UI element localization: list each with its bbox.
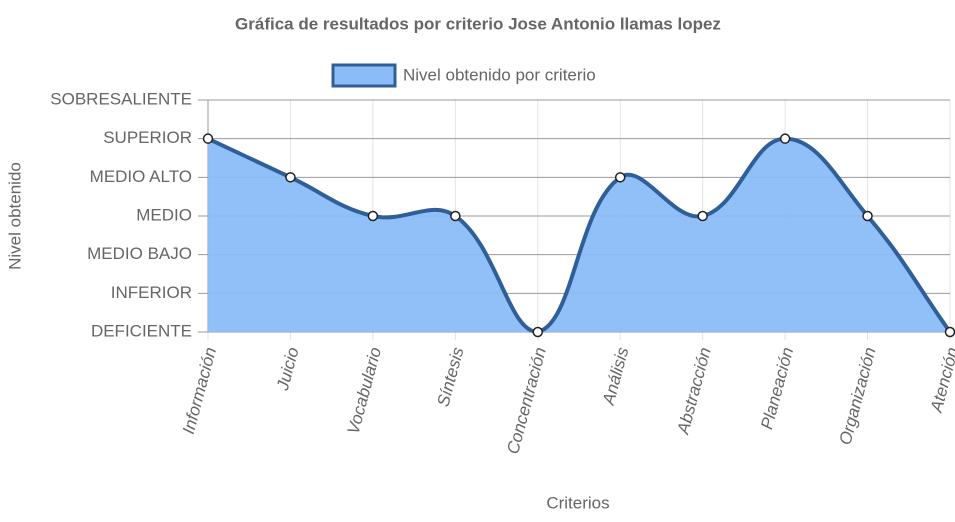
- x-tick-label: Síntesis: [434, 345, 468, 409]
- y-tick-label: SUPERIOR: [103, 128, 192, 147]
- x-tick-label: Información: [179, 345, 220, 436]
- y-axis-title: Nivel obtenido: [5, 162, 24, 270]
- x-tick-label: Atención: [926, 345, 955, 415]
- point: [532, 326, 544, 338]
- x-axis-title: Criterios: [546, 493, 609, 512]
- x-tick-label: Concentración: [503, 345, 550, 456]
- y-tick-label: SOBRESALIENTE: [50, 89, 192, 108]
- point: [862, 210, 873, 222]
- area: [208, 138, 950, 332]
- chart-title: Gráfica de resultados por criterio Jose …: [235, 14, 721, 33]
- x-tick-label: Vocabulario: [344, 345, 385, 436]
- point: [285, 172, 296, 183]
- x-tick-label: Abstracción: [673, 345, 715, 437]
- point: [697, 210, 708, 222]
- y-tick-label: DEFICIENTE: [91, 321, 192, 340]
- point: [450, 210, 461, 222]
- point: [944, 326, 955, 338]
- y-tick-label: MEDIO: [136, 205, 192, 224]
- x-tick-label: Planeación: [757, 345, 797, 431]
- x-tick-label: Organización: [835, 345, 879, 447]
- line: [207, 136, 952, 335]
- legend-swatch: [331, 63, 397, 88]
- x-tick-label: Juicio: [273, 345, 303, 393]
- x-tick-label: Análisis: [599, 345, 633, 408]
- y-tick-label: MEDIO ALTO: [90, 167, 192, 186]
- legend-label: Nivel obtenido por criterio: [403, 65, 596, 84]
- point: [614, 172, 626, 183]
- y-tick-label: INFERIOR: [111, 283, 192, 302]
- point: [367, 210, 379, 222]
- point: [202, 133, 214, 144]
- point: [779, 133, 791, 144]
- y-tick-label: MEDIO BAJO: [87, 244, 192, 263]
